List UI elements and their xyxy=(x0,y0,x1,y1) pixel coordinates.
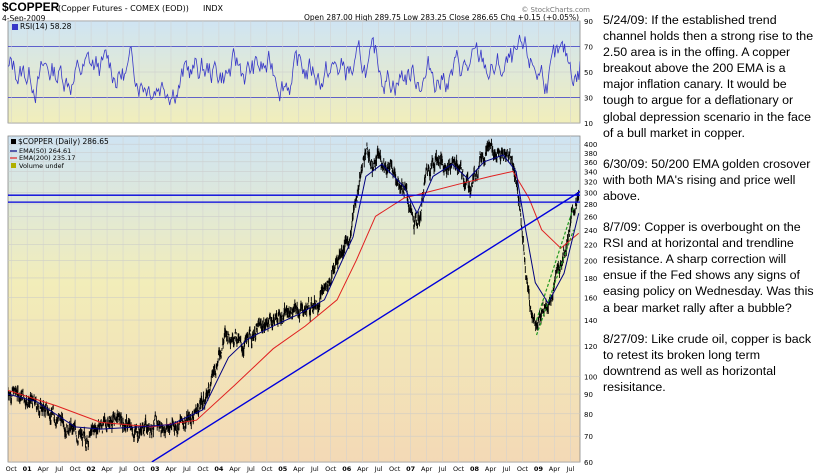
price-title-swatch xyxy=(11,139,16,144)
y-tick-label: 340 xyxy=(584,168,597,176)
y-tick-label: 200 xyxy=(584,257,597,265)
x-tick-label: Oct xyxy=(6,465,18,473)
header-name: (Copper Futures - COMEX (EOD)) xyxy=(58,4,189,13)
x-tick-label: Apr xyxy=(38,465,50,473)
header-date: 4-Sep-2009 xyxy=(2,14,46,23)
x-tick-label: Jul xyxy=(54,465,63,473)
x-tick-label: Apr xyxy=(165,465,177,473)
y-tick-label: 100 xyxy=(584,373,597,381)
x-tick-label: Apr xyxy=(421,465,433,473)
rsi-series-line xyxy=(8,34,580,106)
annotation-2: 6/30/09: 50/200 EMA golden crosover with… xyxy=(603,156,811,203)
volume-legend-swatch xyxy=(11,163,16,168)
y-tick-label: 260 xyxy=(584,213,597,221)
header-symbol: $COPPER xyxy=(2,0,60,14)
x-tick-label: Jul xyxy=(502,465,511,473)
x-tick-label: Jul xyxy=(182,465,191,473)
y-tick-label: 140 xyxy=(584,317,597,325)
volume-legend-label: Volume undef xyxy=(19,162,65,170)
x-tick-label: Oct xyxy=(453,465,465,473)
price-panel xyxy=(7,135,581,463)
x-tick-label: Jul xyxy=(310,465,319,473)
y-tick-label: 80 xyxy=(584,411,593,419)
y-tick-label: 360 xyxy=(584,159,597,167)
trend-channel-line xyxy=(535,229,575,336)
y-tick-label: 220 xyxy=(584,241,597,249)
price-title: $COPPER (Daily) 286.65 xyxy=(18,137,109,146)
x-tick-label: Apr xyxy=(357,465,369,473)
y-tick-label: 90 xyxy=(584,391,593,399)
annotation-3: 8/7/09: Copper is overbought on the RSI … xyxy=(603,220,814,315)
rsi-tick-label: 70 xyxy=(584,44,593,52)
x-tick-label: Jul xyxy=(246,465,255,473)
y-tick-label: 180 xyxy=(584,275,597,283)
y-tick-label: 160 xyxy=(584,295,597,303)
annotation-4: 8/27/09: Like crude oil, copper is back … xyxy=(603,331,812,394)
rsi-tick-label: 90 xyxy=(584,18,593,26)
y-tick-label: 120 xyxy=(584,343,597,351)
x-tick-label: 03 xyxy=(150,465,159,473)
x-tick-label: 08 xyxy=(470,465,480,473)
x-tick-label: Oct xyxy=(197,465,209,473)
rsi-tick-label: 50 xyxy=(584,69,593,77)
ema50-legend-label: EMA(50) 264.61 xyxy=(19,147,71,155)
x-tick-label: 07 xyxy=(406,465,415,473)
long-term-trendline xyxy=(151,190,580,462)
y-tick-label: 70 xyxy=(584,433,593,441)
y-tick-label: 400 xyxy=(584,141,597,149)
x-tick-label: Jul xyxy=(118,465,127,473)
y-tick-label: 300 xyxy=(584,189,597,197)
rsi-legend-swatch xyxy=(12,24,18,30)
x-tick-label: Oct xyxy=(69,465,81,473)
x-tick-label: Apr xyxy=(549,465,561,473)
x-tick-label: Apr xyxy=(229,465,241,473)
x-tick-label: Oct xyxy=(261,465,273,473)
rsi-tick-label: 10 xyxy=(584,120,593,128)
x-tick-label: Apr xyxy=(101,465,113,473)
annotation-1: 5/24/09: If the established trend channe… xyxy=(603,13,814,140)
x-tick-label: 01 xyxy=(23,465,33,473)
x-tick-label: 05 xyxy=(278,465,288,473)
rsi-label: RSI(14) 58.28 xyxy=(20,22,72,31)
x-tick-label: Oct xyxy=(389,465,401,473)
x-tick-label: Oct xyxy=(133,465,145,473)
x-tick-label: Oct xyxy=(325,465,337,473)
x-tick-label: Oct xyxy=(517,465,529,473)
watermark: © StockCharts.com xyxy=(521,6,590,14)
x-tick-label: 09 xyxy=(534,465,544,473)
x-tick-label: Jul xyxy=(438,465,447,473)
x-tick-label: 02 xyxy=(87,465,96,473)
y-tick-label: 280 xyxy=(584,201,597,209)
y-tick-label: 240 xyxy=(584,227,597,235)
ema200-legend-label: EMA(200) 235.17 xyxy=(19,154,75,162)
header-exchange: INDX xyxy=(203,4,224,13)
y-tick-label: 320 xyxy=(584,179,597,187)
annotations-panel: 5/24/09: If the established trend channe… xyxy=(603,12,815,410)
y-tick-label: 60 xyxy=(584,459,593,467)
header-quote: Open 287.00 High 289.75 Low 283.25 Close… xyxy=(304,13,579,22)
x-tick-label: 06 xyxy=(342,465,352,473)
x-tick-label: Jul xyxy=(374,465,383,473)
ema50-line xyxy=(8,154,580,430)
x-tick-label: Apr xyxy=(485,465,497,473)
y-tick-label: 380 xyxy=(584,150,597,158)
x-tick-label: 04 xyxy=(214,465,224,473)
rsi-tick-label: 30 xyxy=(584,95,593,103)
x-tick-label: Jul xyxy=(565,465,574,473)
x-tick-label: Apr xyxy=(293,465,305,473)
